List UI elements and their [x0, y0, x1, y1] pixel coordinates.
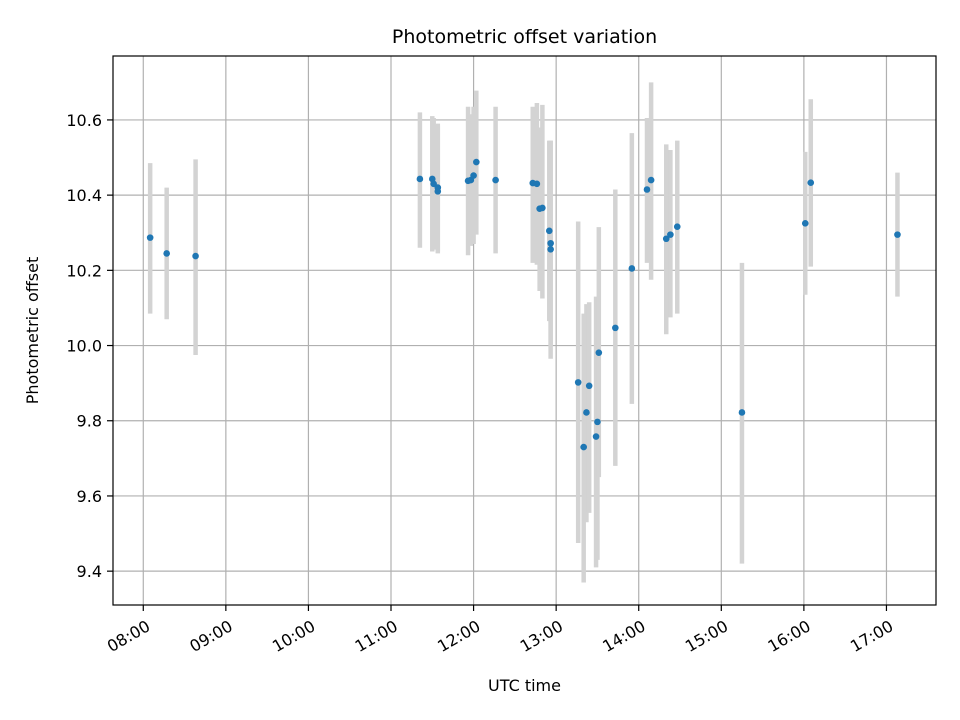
data-point	[647, 176, 655, 184]
data-point	[533, 180, 541, 188]
x-tick-label: 09:00	[186, 616, 235, 656]
y-tick-label: 10.4	[66, 186, 102, 205]
data-point	[673, 223, 681, 231]
data-point	[574, 379, 582, 386]
data-point	[547, 239, 554, 247]
data-point	[473, 158, 480, 166]
x-tick-label: 17:00	[847, 616, 896, 656]
x-axis: 08:00 09:00 10:00 11:00 12:00 13:00 14:00 15:00…	[104, 605, 896, 656]
y-tick-label: 9.4	[77, 562, 102, 581]
data-point	[807, 179, 815, 187]
x-tick-label: 08:00	[104, 616, 153, 656]
x-tick-label: 13:00	[517, 616, 566, 656]
data-points	[146, 158, 901, 451]
x-tick-label: 16:00	[764, 616, 813, 656]
data-point	[580, 443, 587, 451]
data-point	[662, 235, 670, 243]
y-axis: 9.4 9.6 9.8 10.0 10.2 10.4 10.6	[66, 111, 113, 581]
data-point	[585, 382, 593, 390]
data-point	[470, 172, 477, 179]
data-point	[539, 204, 546, 212]
x-tick-label: 15:00	[682, 616, 731, 656]
data-point	[163, 250, 170, 257]
data-point	[416, 175, 424, 183]
data-point	[594, 418, 601, 426]
data-point	[146, 234, 154, 241]
plot-frame	[112, 55, 937, 606]
x-axis-title: UTC time	[488, 676, 561, 695]
chart-title: Photometric offset variation	[392, 26, 657, 48]
data-point	[595, 349, 603, 356]
data-point	[667, 231, 674, 238]
data-point	[628, 265, 636, 272]
data-point	[583, 409, 590, 416]
data-point	[801, 220, 809, 227]
data-point	[612, 324, 619, 332]
data-point	[492, 176, 499, 184]
data-point	[547, 245, 554, 253]
y-tick-label: 9.6	[77, 487, 102, 506]
y-tick-label: 10.6	[66, 111, 102, 130]
y-tick-label: 10.2	[66, 261, 102, 280]
y-tick-label: 9.8	[77, 412, 102, 431]
x-tick-label: 12:00	[434, 616, 483, 656]
data-point	[434, 188, 442, 195]
y-axis-title: Photometric offset	[23, 257, 42, 405]
data-point	[643, 186, 651, 193]
x-tick-label: 10:00	[269, 616, 318, 656]
data-point	[894, 231, 901, 238]
data-point	[738, 409, 746, 416]
data-point	[592, 433, 600, 440]
data-point	[192, 252, 199, 260]
grid	[113, 56, 936, 605]
x-tick-label: 11:00	[352, 616, 401, 656]
y-tick-label: 10.0	[66, 337, 102, 356]
error-bars	[147, 82, 900, 583]
data-point	[545, 227, 553, 235]
x-tick-label: 14:00	[599, 616, 648, 656]
